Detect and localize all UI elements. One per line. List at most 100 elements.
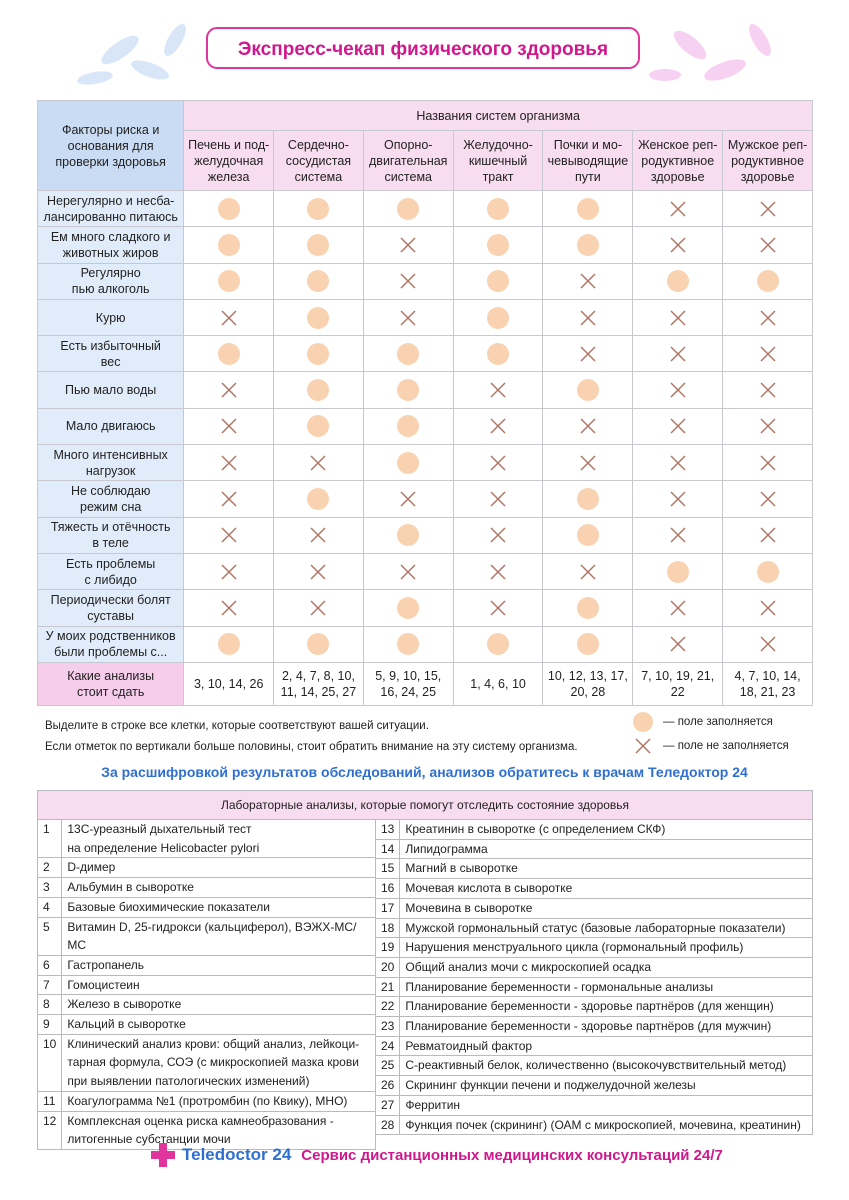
empty-mark bbox=[221, 418, 237, 434]
header-row: Печень и под- желудочная железа Сердечно-… bbox=[38, 130, 813, 191]
empty-mark bbox=[580, 418, 596, 434]
lab-row: 8 Железо в сыворотке bbox=[36, 994, 376, 1016]
row-label: Тяжесть и отёчность в теле bbox=[36, 516, 185, 554]
lab-text: Витамин D, 25-гидрокси (кальциферол), ВЭ… bbox=[61, 916, 376, 956]
filled-mark bbox=[487, 233, 510, 256]
empty-mark bbox=[760, 418, 776, 434]
filled-mark bbox=[576, 488, 599, 511]
cell bbox=[273, 589, 364, 627]
analyses-cell: 10, 12, 13, 17, 20, 28 bbox=[542, 661, 634, 706]
lab-num: 6 bbox=[36, 954, 63, 976]
lab-row: 7 Гомоцистеин bbox=[36, 974, 376, 996]
empty-mark bbox=[400, 237, 416, 253]
corner: Факторы риска и основания для проверки з… bbox=[36, 100, 185, 191]
cell bbox=[632, 226, 724, 264]
lab-text: Коагулограмма №1 (протромбин (по Квику),… bbox=[61, 1090, 376, 1112]
cell bbox=[273, 444, 364, 482]
row-label: Нерегулярно и несба- лансированно питаюс… bbox=[36, 189, 185, 228]
cell bbox=[273, 335, 364, 373]
empty-mark bbox=[221, 600, 237, 616]
cell bbox=[183, 516, 275, 554]
lab-num: 13 bbox=[374, 819, 401, 840]
filled-mark bbox=[487, 306, 510, 329]
column-header: Почки и мо- чевыводящие пути bbox=[542, 130, 634, 191]
lab-num: 4 bbox=[36, 896, 63, 918]
cell bbox=[362, 444, 454, 482]
row-label: Есть избыточный вес bbox=[36, 335, 185, 373]
lab-num: 1 bbox=[36, 818, 63, 859]
lab-row: 28 Функция почек (скрининг) (ОАМ с микрос… bbox=[374, 1114, 813, 1136]
row-label: Ем много сладкого и животных жиров bbox=[36, 226, 185, 264]
lab-num: 19 bbox=[374, 937, 401, 958]
matrix-row: Пью мало воды bbox=[36, 371, 813, 409]
cell bbox=[452, 552, 544, 591]
row-label: Периодически болят суставы bbox=[36, 589, 185, 627]
lab-text: Общий анализ мочи с микроскопией осадка bbox=[399, 956, 813, 978]
cell bbox=[722, 226, 813, 264]
filled-mark bbox=[576, 379, 599, 402]
empty-mark bbox=[310, 455, 326, 471]
filled-mark bbox=[307, 379, 330, 402]
lab-text: Липидограмма bbox=[399, 838, 813, 860]
empty-mark bbox=[670, 346, 686, 362]
cell bbox=[183, 298, 275, 337]
cell bbox=[362, 262, 454, 300]
lab-text: Базовые биохимические показатели bbox=[61, 896, 376, 918]
lab-text: Нарушения менструального цикла (гормонал… bbox=[399, 937, 813, 958]
matrix-row: Мало двигаюсь bbox=[36, 407, 813, 446]
column-header: Желудочно- кишечный тракт bbox=[452, 130, 544, 191]
row-label: Много интенсивных нагрузок bbox=[36, 444, 185, 482]
empty-mark bbox=[580, 346, 596, 362]
lab-text: Планирование беременности - здоровье пар… bbox=[399, 996, 813, 1018]
matrix-row: Регулярно пью алкоголь bbox=[36, 262, 813, 300]
cell bbox=[183, 552, 275, 591]
filled-mark bbox=[307, 233, 330, 256]
cell bbox=[632, 480, 724, 518]
cell bbox=[362, 189, 454, 228]
filled-mark bbox=[487, 270, 510, 293]
filled-mark bbox=[487, 633, 510, 656]
empty-mark bbox=[760, 491, 776, 507]
filled-mark bbox=[487, 197, 510, 220]
lab-row: 11 Коагулограмма №1 (протромбин (по Квику… bbox=[36, 1090, 376, 1112]
lab-num: 27 bbox=[374, 1094, 401, 1116]
filled-mark bbox=[576, 596, 599, 619]
decor: Экспресс-чекап физического здоровья bbox=[77, 24, 771, 85]
cell bbox=[722, 625, 813, 663]
cell bbox=[183, 480, 275, 518]
empty-mark bbox=[670, 418, 686, 434]
cell bbox=[273, 552, 364, 591]
cell bbox=[542, 298, 634, 337]
filled-mark bbox=[576, 233, 599, 256]
cell bbox=[722, 407, 813, 446]
empty-mark bbox=[221, 564, 237, 580]
note: Выделите в строке все клетки, которые со… bbox=[45, 720, 429, 732]
lab-num: 7 bbox=[36, 974, 63, 996]
analyses-cell: 7, 10, 19, 21, 22 bbox=[632, 661, 724, 706]
lab-row: 23 Планирование беременности - здоровье п… bbox=[374, 1016, 813, 1037]
lab-text: Магний в сыворотке bbox=[399, 858, 813, 880]
cell bbox=[362, 298, 454, 337]
lab-text: Скрининг функции печени и поджелудочной … bbox=[399, 1075, 813, 1096]
cell bbox=[183, 189, 275, 228]
lab-num: 28 bbox=[374, 1114, 401, 1136]
advice: За расшифровкой результатов обследований… bbox=[101, 764, 748, 780]
labs-left: 1 13С-уреазный дыхательный тест на опреде… bbox=[36, 818, 376, 1150]
analyses-cell: 4, 7, 10, 14, 18, 21, 23 bbox=[722, 661, 813, 706]
column-header: Опорно- двигательная система bbox=[362, 130, 454, 191]
filled-mark bbox=[397, 379, 420, 402]
empty-mark bbox=[760, 201, 776, 217]
analyses-cell: 3, 10, 14, 26 bbox=[183, 661, 275, 706]
lab-text: D-димер bbox=[61, 857, 376, 879]
cell bbox=[722, 516, 813, 554]
lab-text: Клинический анализ крови: общий анализ, … bbox=[61, 1033, 376, 1092]
lab-num: 12 bbox=[36, 1110, 63, 1150]
filled-mark bbox=[397, 524, 420, 547]
filled-mark bbox=[307, 197, 330, 220]
lab-row: 19 Нарушения менструального цикла (гормон… bbox=[374, 937, 813, 958]
empty-mark bbox=[760, 600, 776, 616]
footer: Teledoctor 24 Сервис дистанционных медиц… bbox=[150, 1142, 723, 1168]
cell bbox=[183, 262, 275, 300]
cell bbox=[452, 625, 544, 663]
cell bbox=[632, 625, 724, 663]
